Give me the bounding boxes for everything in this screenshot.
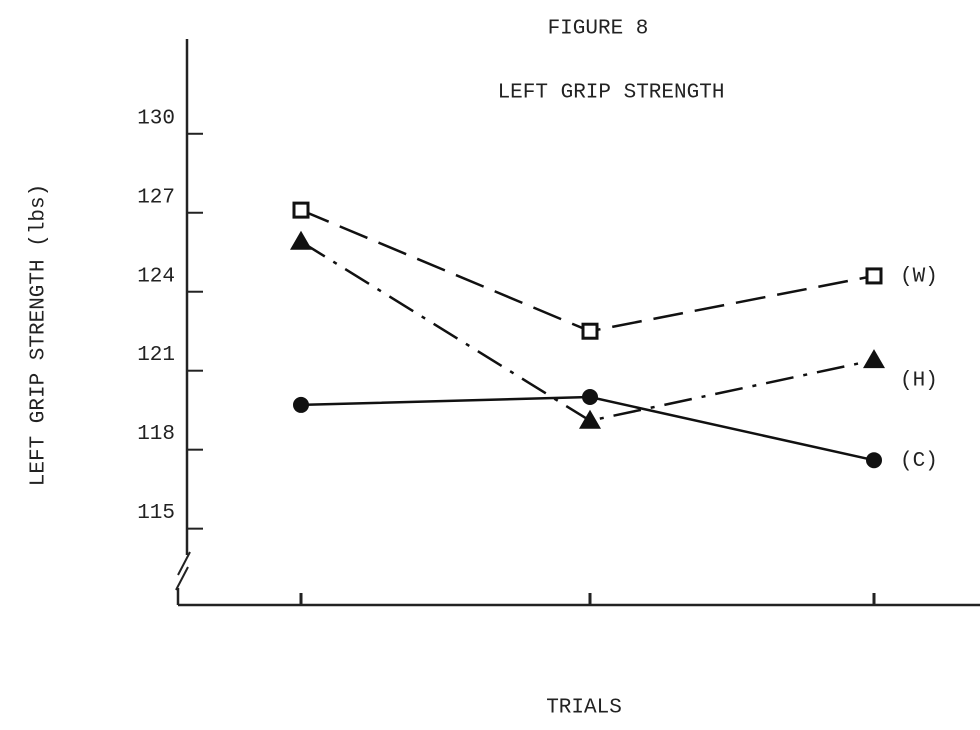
x-axis-label: TRIALS (546, 697, 622, 720)
marker (863, 349, 885, 369)
legend-label: (H) (900, 370, 938, 393)
y-tick-label: 121 (137, 344, 175, 367)
legend-label: (C) (900, 450, 938, 473)
marker (582, 389, 598, 406)
y-tick-label: 124 (137, 265, 175, 288)
marker (293, 396, 309, 413)
marker (865, 267, 883, 285)
y-axis-label: LEFT GRIP STRENGTH (lbs) (28, 184, 51, 486)
axis-break (175, 566, 189, 591)
legend-label: (W) (900, 265, 938, 288)
chart-subtitle: LEFT GRIP STRENGTH (498, 82, 725, 105)
y-tick-label: 115 (137, 502, 175, 525)
y-tick-label: 118 (137, 423, 175, 446)
marker (290, 230, 312, 250)
y-tick-label: 127 (137, 186, 175, 209)
marker (579, 409, 601, 429)
marker (866, 452, 882, 469)
axis-break (177, 551, 191, 576)
y-tick-label: 130 (137, 107, 175, 130)
chart-title: FIGURE 8 (548, 18, 649, 41)
marker (581, 322, 599, 340)
marker (292, 201, 310, 219)
